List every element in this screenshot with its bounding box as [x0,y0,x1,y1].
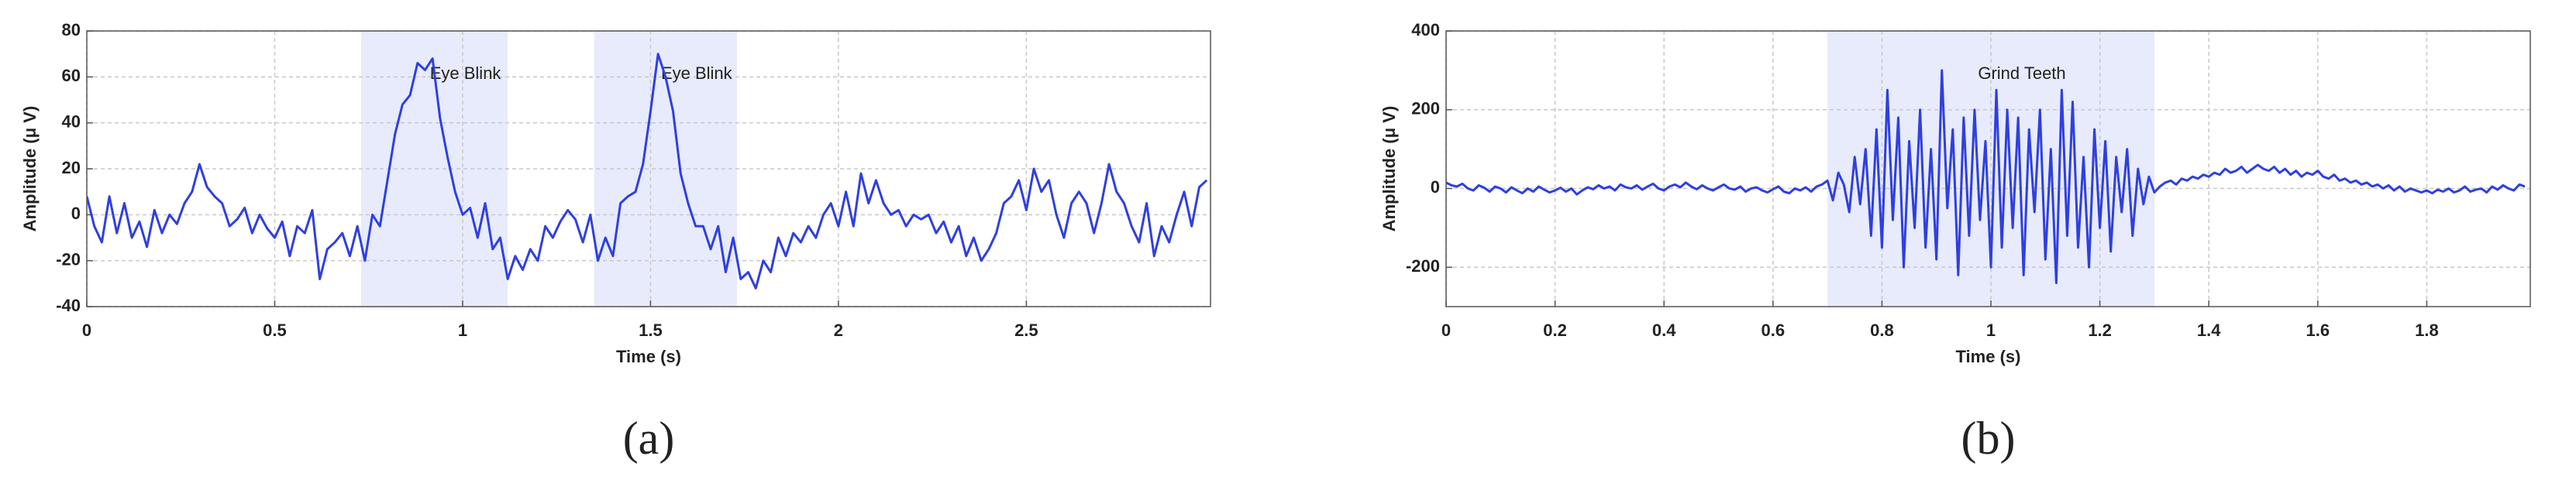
signal-line [87,53,1208,290]
x-tick-label: 1.4 [2197,321,2221,340]
x-tick-label: 2 [834,321,843,340]
y-tick-label: 40 [62,111,81,131]
axes-frame [86,30,1211,307]
panel: -200 0 200 400 0 0.2 0.4 0.6 0.8 1 1.2 1.4 1.6 1.8 Gri… [1379,20,2531,464]
y-tick-label: 20 [62,158,81,177]
panel: -40 -20 0 20 40 60 80 0 0.5 1 1.5 2 2.5 Eye Blink Eye … [20,20,1211,464]
y-axis-label: Amplitude (μ V) [20,106,40,232]
x-tick-label: 1 [458,321,467,340]
x-tick-label: 1 [1986,321,1996,340]
x-tick-label: 0 [82,321,91,340]
y-tick-label: -40 [56,296,81,315]
x-tick-label: 0.8 [1870,321,1894,340]
y-tick-label: 80 [62,20,81,39]
x-axis-label: Time (s) [616,347,681,366]
x-axis-label: Time (s) [1956,347,2021,366]
y-tick-label: 400 [1411,20,1440,39]
y-tick-label: -200 [1406,256,1440,276]
x-tick-label: 1.6 [2306,321,2330,340]
y-tick-label: -20 [56,249,81,269]
x-tick-label: 0.2 [1543,321,1567,340]
panel-label: (b) [1961,413,2016,464]
signal-line [1446,69,2526,284]
x-tick-label: 0.5 [263,321,287,340]
x-tick-label: 0.6 [1762,321,1786,340]
x-tick-label: 1.8 [2415,321,2439,340]
x-tick-label: 0.4 [1652,321,1676,340]
x-tick-label: 1.5 [639,321,663,340]
y-tick-label: 60 [62,66,81,85]
annotation: Eye Blink [661,63,733,83]
y-axis-label: Amplitude (μ V) [1379,106,1399,232]
y-tick-label: 0 [71,204,81,223]
x-tick-label: 0 [1441,321,1451,340]
y-tick-label: 200 [1411,99,1440,118]
annotation: Eye Blink [430,63,502,83]
x-tick-label: 2.5 [1014,321,1038,340]
panel-label: (a) [623,413,675,464]
x-tick-label: 1.2 [2088,321,2112,340]
axes-frame [1445,30,2531,307]
annotation: Grind Teeth [1978,63,2065,83]
y-tick-label: 0 [1431,177,1440,197]
